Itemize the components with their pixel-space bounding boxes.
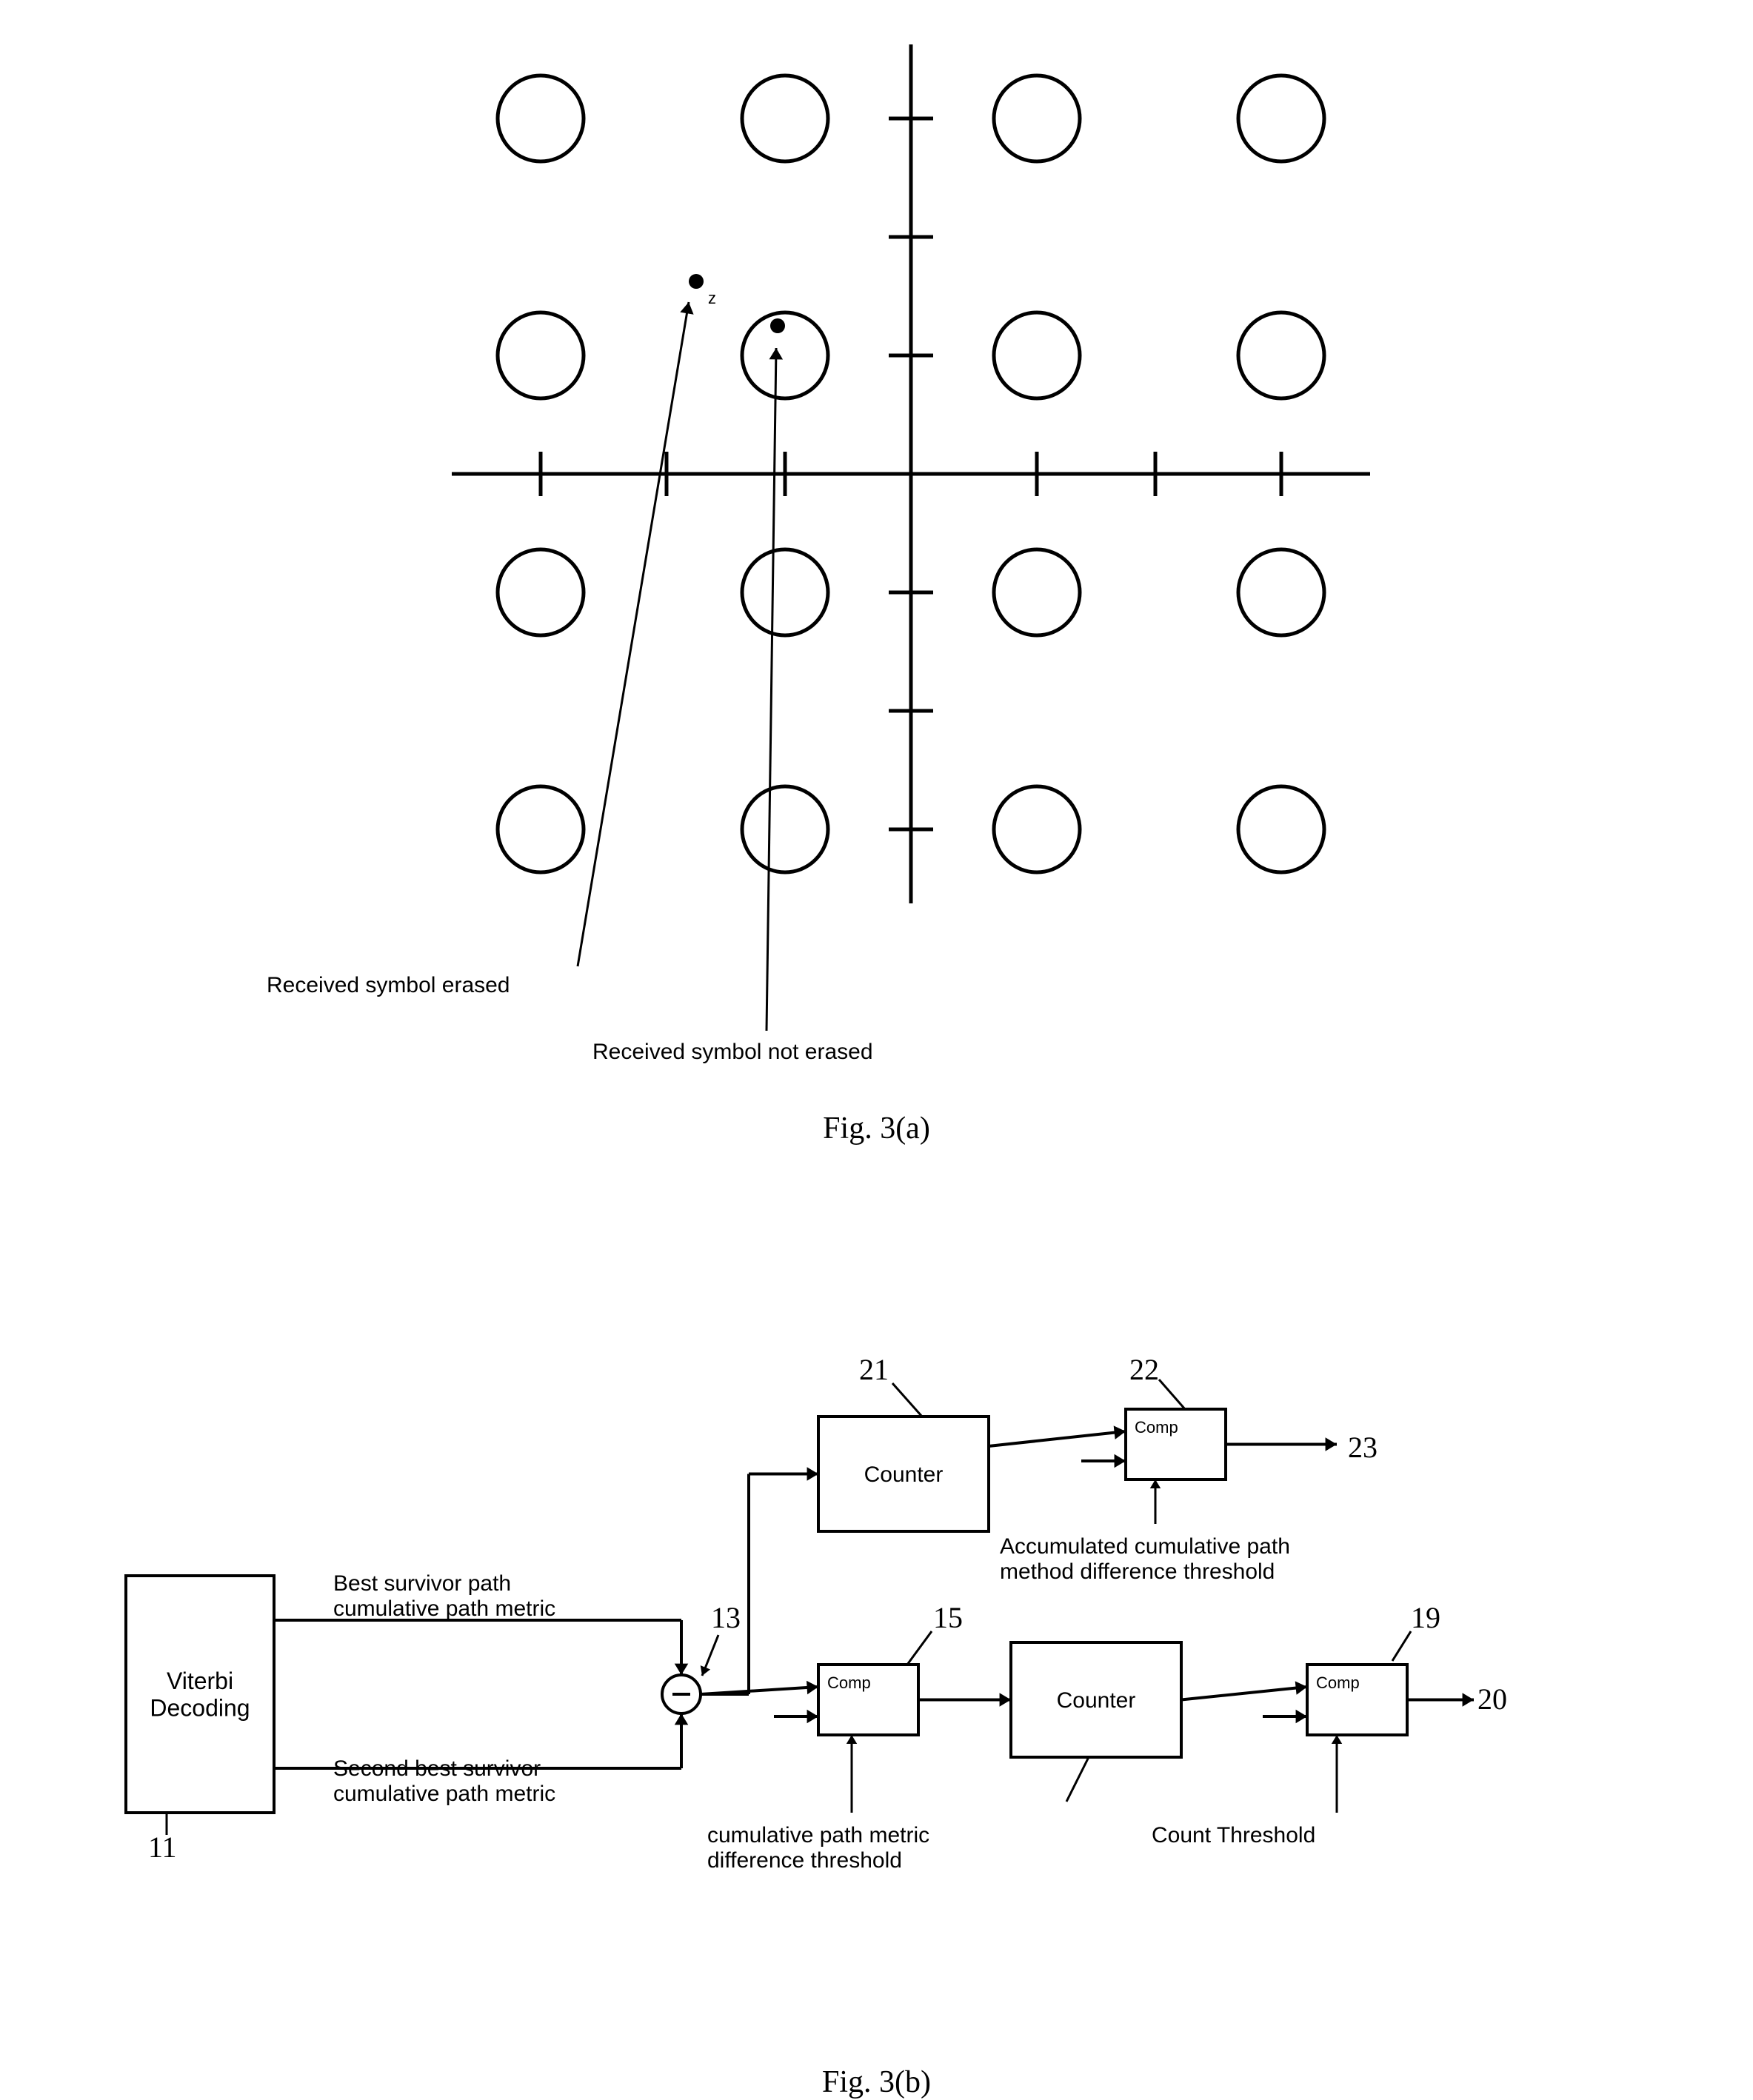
svg-text:z: z (708, 289, 716, 307)
figure-3b-caption: Fig. 3(b) (0, 2064, 1753, 2100)
figure-3a-caption: Fig. 3(a) (0, 1111, 1753, 1146)
svg-text:cumulative path metric: cumulative path metric (333, 1782, 555, 1806)
svg-text:Second best survivor: Second best survivor (333, 1756, 541, 1781)
svg-text:Accumulated cumulative path: Accumulated cumulative path (1000, 1534, 1290, 1559)
svg-text:Counter: Counter (1057, 1688, 1136, 1713)
svg-text:cumulative path metric: cumulative path metric (707, 1823, 929, 1847)
svg-text:difference threshold: difference threshold (707, 1848, 902, 1873)
svg-text:Received symbol not erased: Received symbol not erased (592, 1040, 873, 1064)
svg-text:21: 21 (859, 1353, 889, 1386)
svg-text:23: 23 (1348, 1431, 1378, 1464)
svg-text:Counter: Counter (864, 1462, 944, 1487)
svg-text:Comp: Comp (827, 1673, 871, 1692)
svg-text:method difference threshold: method difference threshold (1000, 1559, 1275, 1584)
svg-text:Count Threshold: Count Threshold (1152, 1823, 1315, 1847)
svg-text:Decoding: Decoding (150, 1695, 250, 1722)
figure-3a: z Received symbol erased Received symbol n… (0, 0, 1753, 1111)
svg-text:22: 22 (1129, 1353, 1159, 1386)
svg-text:Viterbi: Viterbi (167, 1668, 233, 1694)
svg-text:Best survivor path: Best survivor path (333, 1571, 511, 1596)
svg-text:Received symbol erased: Received symbol erased (267, 973, 510, 997)
svg-text:19: 19 (1411, 1601, 1440, 1634)
svg-text:Comp: Comp (1135, 1418, 1178, 1437)
svg-text:Comp: Comp (1316, 1673, 1360, 1692)
svg-text:11: 11 (148, 1830, 177, 1864)
svg-text:20: 20 (1477, 1682, 1507, 1716)
svg-text:15: 15 (933, 1601, 963, 1634)
svg-text:13: 13 (711, 1601, 741, 1634)
svg-text:cumulative path metric: cumulative path metric (333, 1596, 555, 1621)
figure-3b: ViterbiDecoding Comp Counter Comp Counter Com… (0, 1250, 1753, 2064)
